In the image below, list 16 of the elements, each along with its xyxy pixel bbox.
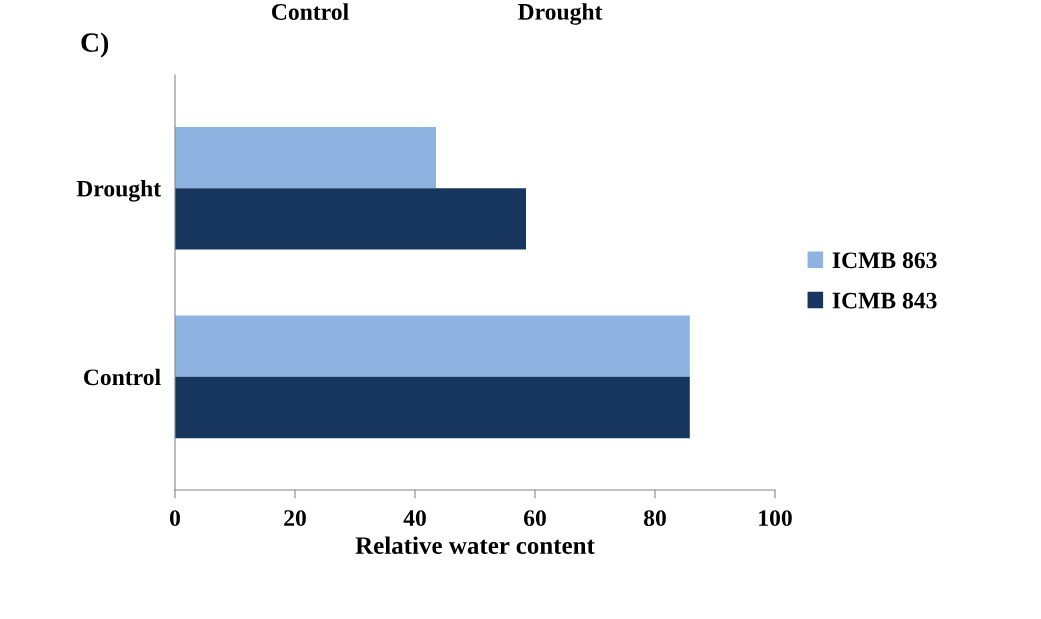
legend-label: ICMB 863 [832, 252, 937, 269]
legend-label: ICMB 843 [832, 292, 937, 309]
x-tick-label: 80 [643, 510, 666, 527]
x-tick-label: 0 [170, 510, 180, 527]
x-axis-title: Relative water content [355, 536, 595, 555]
bar [175, 315, 690, 377]
bar [175, 188, 526, 250]
x-tick-label: 20 [284, 510, 306, 527]
x-tick-label: 100 [759, 510, 792, 527]
bar [175, 126, 436, 189]
text: Control [272, 3, 349, 20]
x-tick-label: 40 [403, 510, 426, 527]
bar [175, 376, 690, 439]
x-tick-label: 60 [524, 510, 546, 527]
chart-title: C) [81, 32, 109, 58]
text: Drought [517, 3, 603, 25]
